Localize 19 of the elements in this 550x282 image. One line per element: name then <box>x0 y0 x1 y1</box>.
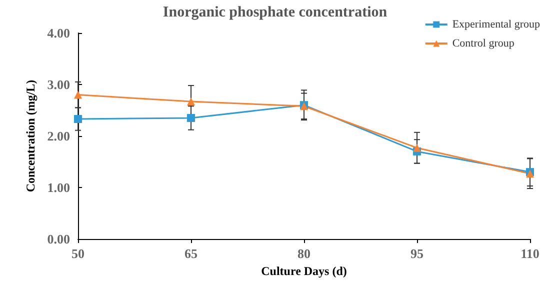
point <box>74 115 82 124</box>
point <box>413 144 421 152</box>
legend-label: Control group <box>452 38 515 50</box>
x-tick-label: 95 <box>410 246 424 261</box>
x-axis-title: Culture Days (d) <box>261 264 347 278</box>
legend-label: Experimental group <box>452 18 540 30</box>
point <box>187 114 195 122</box>
x-tick-label: 110 <box>520 246 540 261</box>
y-tick-label: 3.00 <box>47 77 70 92</box>
y-tick-label: 1.00 <box>47 180 70 195</box>
y-axis-title: Concentration (mg/L) <box>23 80 38 192</box>
x-tick-label: 65 <box>184 246 198 261</box>
y-tick-label: 4.00 <box>47 26 70 40</box>
x-tick-label: 80 <box>298 246 310 261</box>
y-tick-label: 0.00 <box>47 232 70 246</box>
chart-title: Inorganic phosphate concentration <box>162 4 388 20</box>
point <box>74 90 82 99</box>
x-tick-label: 50 <box>72 246 84 261</box>
y-tick-label: 2.00 <box>47 128 70 144</box>
